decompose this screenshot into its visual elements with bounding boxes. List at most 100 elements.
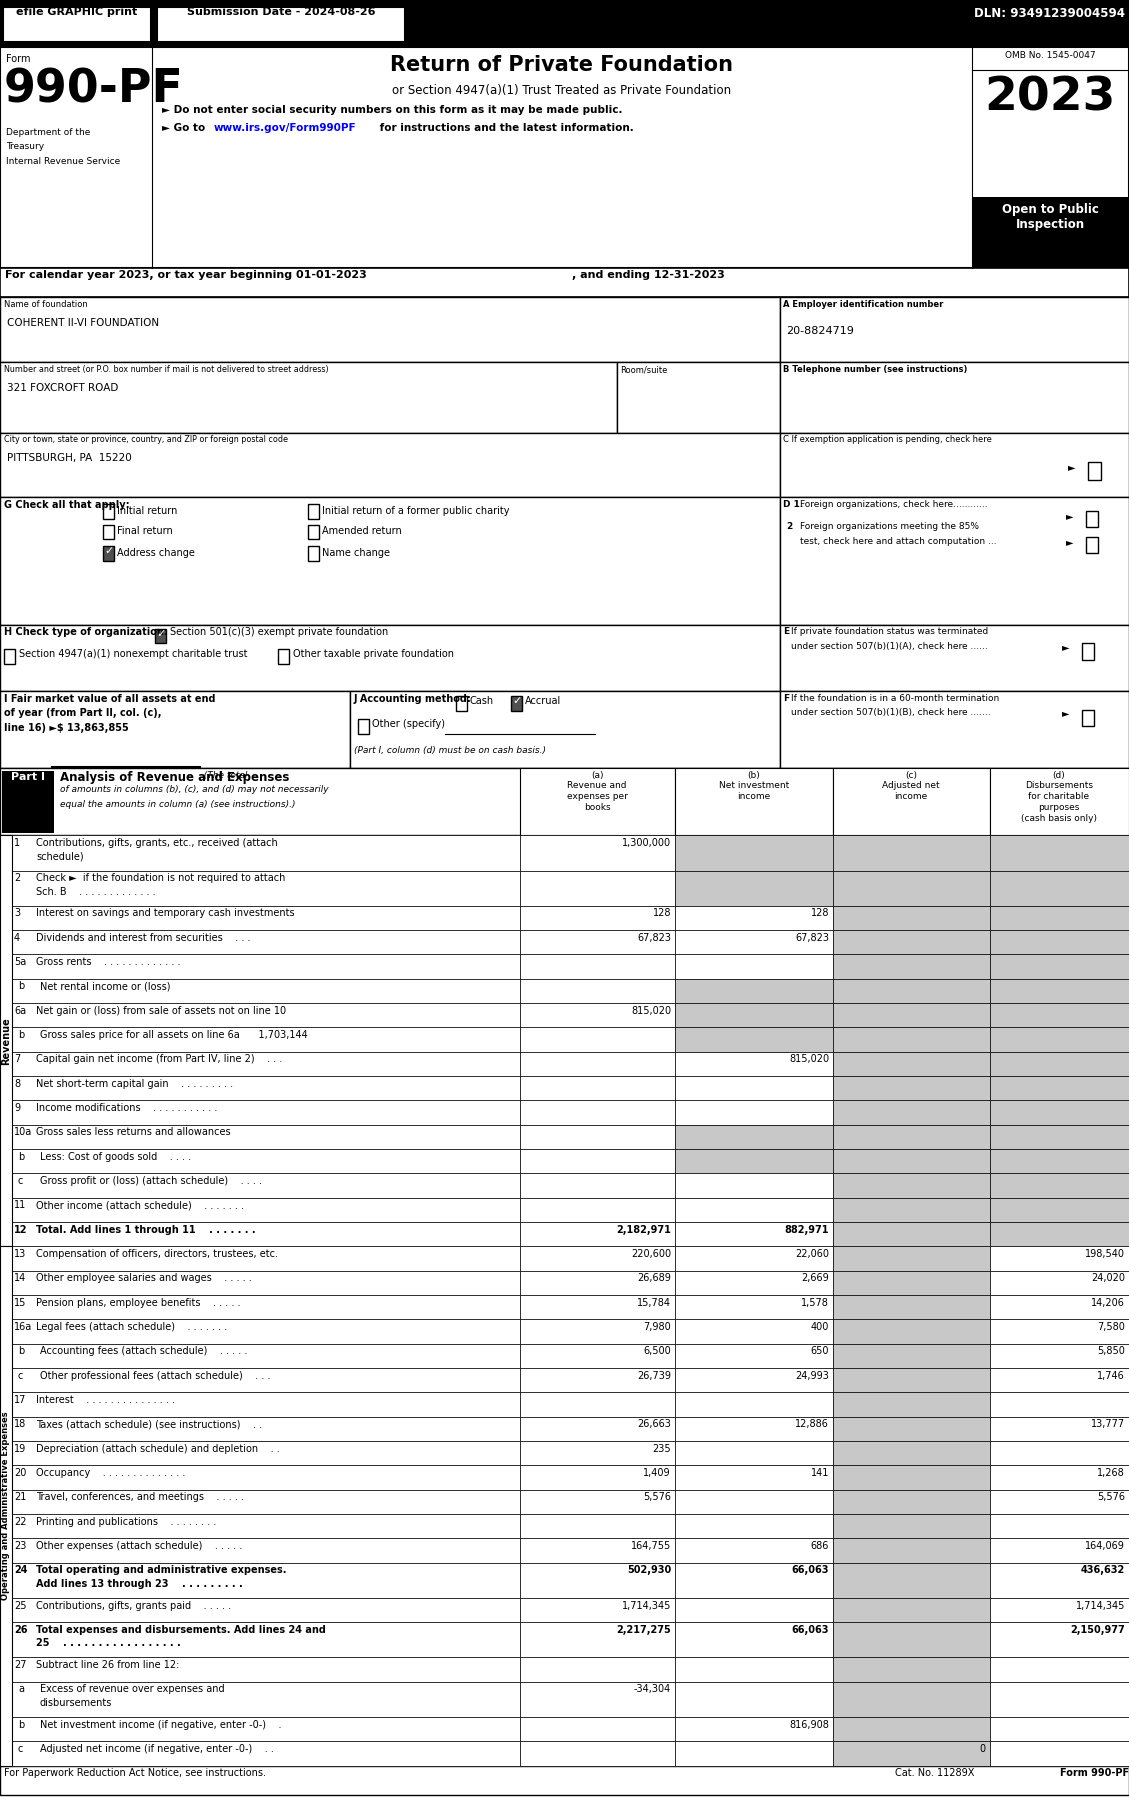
- Bar: [520, 1246, 675, 1271]
- Text: (The total: (The total: [60, 771, 247, 780]
- Bar: [0, 498, 780, 624]
- Bar: [990, 1174, 1129, 1197]
- Text: Form: Form: [6, 54, 30, 65]
- Text: Adjusted net: Adjusted net: [882, 782, 939, 791]
- Text: b: b: [18, 1030, 24, 1039]
- Text: I Fair market value of all assets at end: I Fair market value of all assets at end: [5, 694, 216, 703]
- Bar: [520, 1622, 675, 1658]
- Bar: [0, 363, 618, 433]
- Bar: [990, 768, 1129, 836]
- Bar: [833, 1417, 990, 1442]
- Bar: [675, 1681, 833, 1717]
- Text: Revenue: Revenue: [1, 1018, 11, 1064]
- Bar: [520, 1442, 675, 1465]
- Text: Net investment: Net investment: [719, 782, 789, 791]
- Text: 15: 15: [14, 1298, 26, 1307]
- Text: income: income: [894, 793, 928, 802]
- Text: , and ending 12-31-2023: , and ending 12-31-2023: [572, 270, 725, 280]
- Text: 220,600: 220,600: [631, 1250, 671, 1259]
- Bar: [990, 1491, 1129, 1514]
- Text: 5a: 5a: [14, 957, 26, 967]
- Bar: [0, 1197, 520, 1223]
- Bar: [833, 1465, 990, 1491]
- Bar: [350, 690, 780, 768]
- Text: Final return: Final return: [117, 525, 173, 536]
- Text: Interest    . . . . . . . . . . . . . . .: Interest . . . . . . . . . . . . . . .: [36, 1395, 175, 1406]
- Bar: [990, 1027, 1129, 1052]
- Bar: [675, 1717, 833, 1740]
- Bar: [833, 836, 990, 870]
- Bar: [675, 1343, 833, 1368]
- Bar: [520, 1197, 675, 1223]
- Text: A Employer identification number: A Employer identification number: [784, 300, 944, 309]
- Bar: [833, 1003, 990, 1027]
- Bar: [520, 870, 675, 906]
- Bar: [675, 1320, 833, 1343]
- Bar: [0, 1491, 520, 1514]
- Text: ✓: ✓: [104, 547, 113, 556]
- Bar: [675, 1368, 833, 1392]
- Bar: [990, 955, 1129, 978]
- Text: 0: 0: [980, 1744, 986, 1753]
- Bar: [675, 1598, 833, 1622]
- Text: 8: 8: [14, 1079, 20, 1090]
- Bar: [990, 1368, 1129, 1392]
- Text: income: income: [737, 793, 771, 802]
- Text: Cat. No. 11289X: Cat. No. 11289X: [895, 1767, 974, 1778]
- Text: 1,578: 1,578: [802, 1298, 829, 1307]
- Text: c: c: [18, 1370, 24, 1381]
- Bar: [833, 1343, 990, 1368]
- Text: Foreign organizations, check here............: Foreign organizations, check here.......…: [800, 500, 988, 509]
- Bar: [990, 1075, 1129, 1100]
- Bar: [1086, 536, 1099, 554]
- Bar: [278, 649, 289, 663]
- Text: 815,020: 815,020: [789, 1054, 829, 1064]
- Bar: [0, 1368, 520, 1392]
- Text: City or town, state or province, country, and ZIP or foreign postal code: City or town, state or province, country…: [5, 435, 288, 444]
- Text: 14: 14: [14, 1273, 26, 1284]
- Bar: [675, 930, 833, 955]
- Bar: [0, 1417, 520, 1442]
- Bar: [0, 1295, 520, 1320]
- Bar: [103, 525, 114, 539]
- Bar: [0, 690, 350, 768]
- Bar: [833, 1491, 990, 1514]
- Text: 3: 3: [14, 908, 20, 919]
- Text: 990-PF: 990-PF: [5, 68, 184, 113]
- Text: DLN: 93491239004594: DLN: 93491239004594: [974, 7, 1124, 20]
- Text: disbursements: disbursements: [40, 1697, 113, 1708]
- Text: Dividends and interest from securities    . . .: Dividends and interest from securities .…: [36, 933, 251, 942]
- Bar: [0, 1717, 520, 1740]
- Text: under section 507(b)(1)(A), check here ......: under section 507(b)(1)(A), check here .…: [791, 642, 988, 651]
- Bar: [520, 906, 675, 930]
- Text: 5,576: 5,576: [1097, 1492, 1124, 1503]
- Bar: [2, 771, 54, 832]
- Bar: [520, 1075, 675, 1100]
- Bar: [520, 1681, 675, 1717]
- Text: www.irs.gov/Form990PF: www.irs.gov/Form990PF: [215, 122, 357, 133]
- Bar: [833, 1197, 990, 1223]
- Text: 1,300,000: 1,300,000: [622, 838, 671, 849]
- Bar: [520, 1598, 675, 1622]
- Text: 2023: 2023: [984, 76, 1115, 120]
- Text: Submission Date - 2024-08-26: Submission Date - 2024-08-26: [186, 7, 375, 16]
- Text: (Part I, column (d) must be on cash basis.): (Part I, column (d) must be on cash basi…: [355, 746, 546, 755]
- Text: 27: 27: [14, 1660, 26, 1670]
- Text: 16a: 16a: [14, 1322, 33, 1332]
- Bar: [833, 870, 990, 906]
- Bar: [520, 1174, 675, 1197]
- Bar: [675, 1465, 833, 1491]
- Bar: [5, 649, 15, 663]
- Bar: [675, 1295, 833, 1320]
- Text: 198,540: 198,540: [1085, 1250, 1124, 1259]
- Bar: [833, 1562, 990, 1598]
- Bar: [833, 1320, 990, 1343]
- Bar: [675, 1100, 833, 1126]
- Text: OMB No. 1545-0047: OMB No. 1545-0047: [1005, 52, 1095, 61]
- Text: 19: 19: [14, 1444, 26, 1455]
- Text: of amounts in columns (b), (c), and (d) may not necessarily: of amounts in columns (b), (c), and (d) …: [60, 786, 329, 795]
- Bar: [675, 1658, 833, 1681]
- Text: Taxes (attach schedule) (see instructions)    . .: Taxes (attach schedule) (see instruction…: [36, 1419, 262, 1429]
- Bar: [520, 768, 675, 836]
- Text: Total. Add lines 1 through 11    . . . . . . .: Total. Add lines 1 through 11 . . . . . …: [36, 1224, 255, 1235]
